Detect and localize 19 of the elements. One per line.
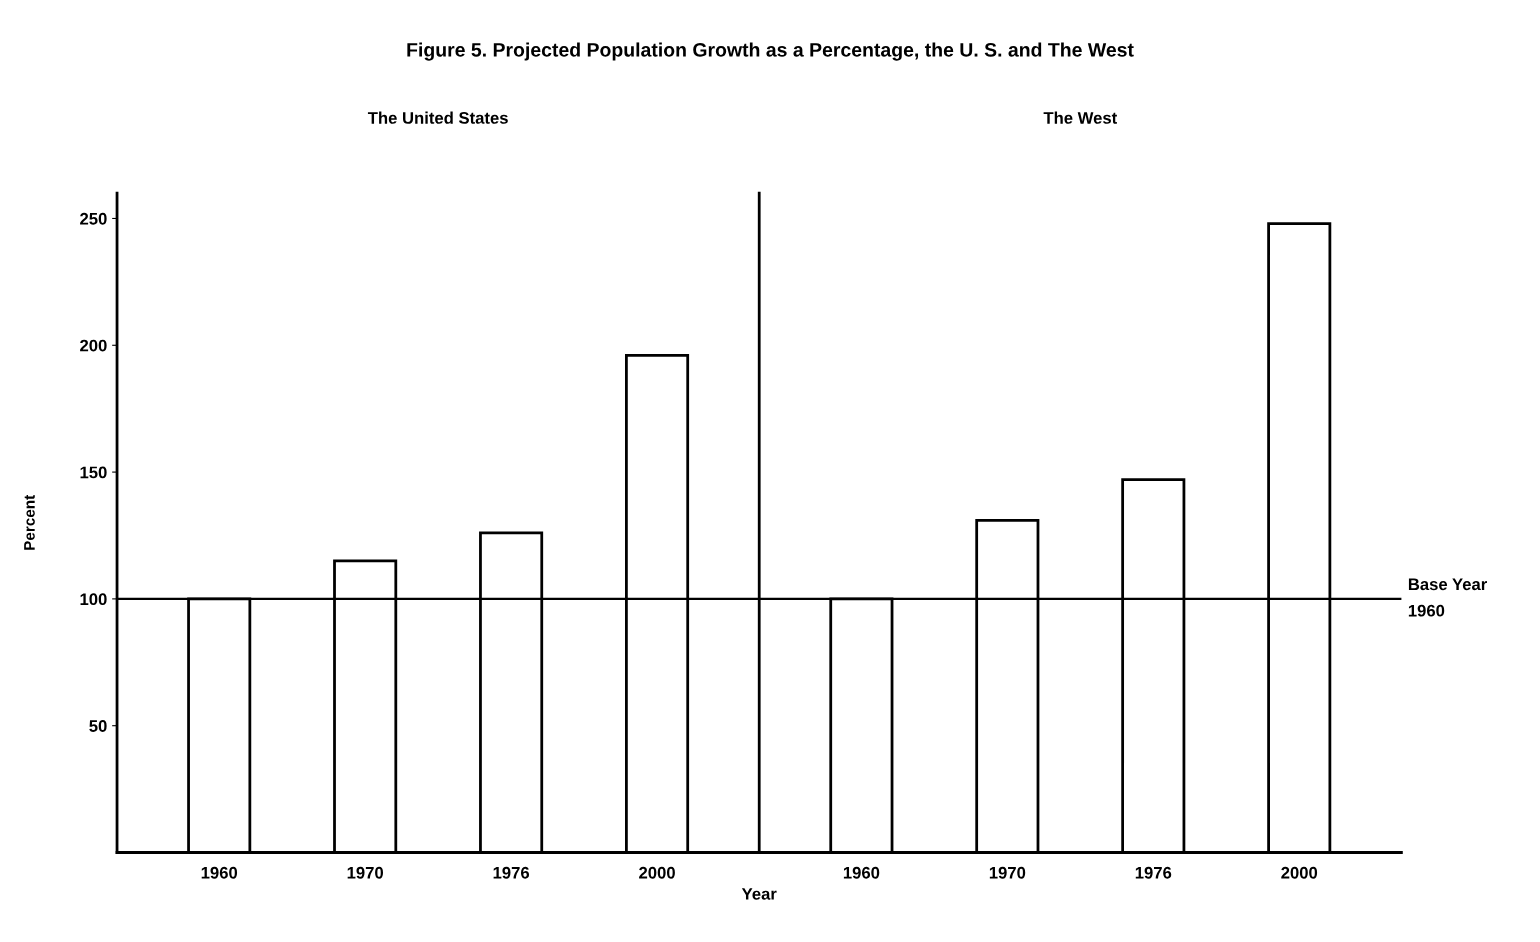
y-tick-label: 50 xyxy=(89,720,107,732)
y-tick-label: 150 xyxy=(80,466,107,479)
ref-line-label: Base Year 1960 xyxy=(1408,578,1487,617)
x-tick-label: 1960 xyxy=(201,866,238,879)
x-tick-label: 1976 xyxy=(1135,866,1172,879)
x-tick-label: 1960 xyxy=(843,866,880,879)
y-axis-title: Percent xyxy=(24,494,35,550)
x-tick-label: 1976 xyxy=(493,866,530,879)
x-tick-label: 1970 xyxy=(989,866,1026,879)
x-axis-title: Year xyxy=(741,888,777,900)
x-tick-label: 1970 xyxy=(347,866,384,879)
x-tick-label: 2000 xyxy=(1281,866,1318,879)
caption: Figure 5. Projected Population Growth as a Percentage, the U. S. and The West xyxy=(407,42,1134,61)
chart-title: The United States xyxy=(367,111,508,124)
y-tick-label: 250 xyxy=(80,212,107,225)
y-tick-label: 100 xyxy=(80,593,107,606)
chart-title: The West xyxy=(1043,111,1117,124)
x-tick-label: 2000 xyxy=(639,866,675,879)
y-tick-label: 200 xyxy=(80,339,107,352)
